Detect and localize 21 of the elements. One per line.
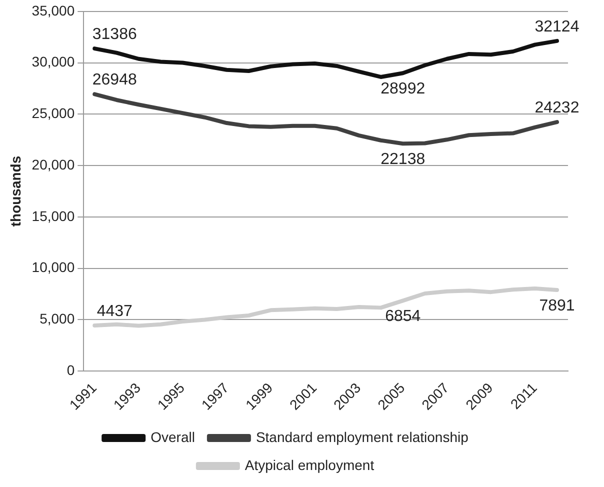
y-axis-title: thousands (7, 156, 24, 227)
legend-label: Standard employment relationship (256, 428, 469, 445)
data-label: 32124 (534, 18, 580, 36)
data-label: 7891 (539, 297, 575, 314)
y-tick-label: 20,000 (32, 156, 75, 172)
data-label: 4437 (96, 302, 133, 320)
y-tick-label: 30,000 (32, 54, 75, 70)
data-label: 28992 (380, 80, 426, 98)
legend-label: Atypical employment (244, 456, 374, 473)
data-label: 26948 (92, 72, 137, 89)
y-tick-label: 10,000 (32, 259, 75, 276)
y-tick-label: 25,000 (32, 105, 75, 122)
data-label: 24232 (534, 99, 580, 116)
y-tick-label: 0 (66, 362, 75, 378)
data-label: 22138 (380, 150, 426, 168)
data-label: 31386 (92, 26, 137, 43)
y-tick-label: 15,000 (32, 208, 75, 224)
data-label: 6854 (385, 308, 421, 326)
y-tick-label: 5,000 (40, 310, 75, 327)
legend-label: Overall (150, 428, 195, 445)
y-tick-label: 35,000 (32, 2, 75, 18)
